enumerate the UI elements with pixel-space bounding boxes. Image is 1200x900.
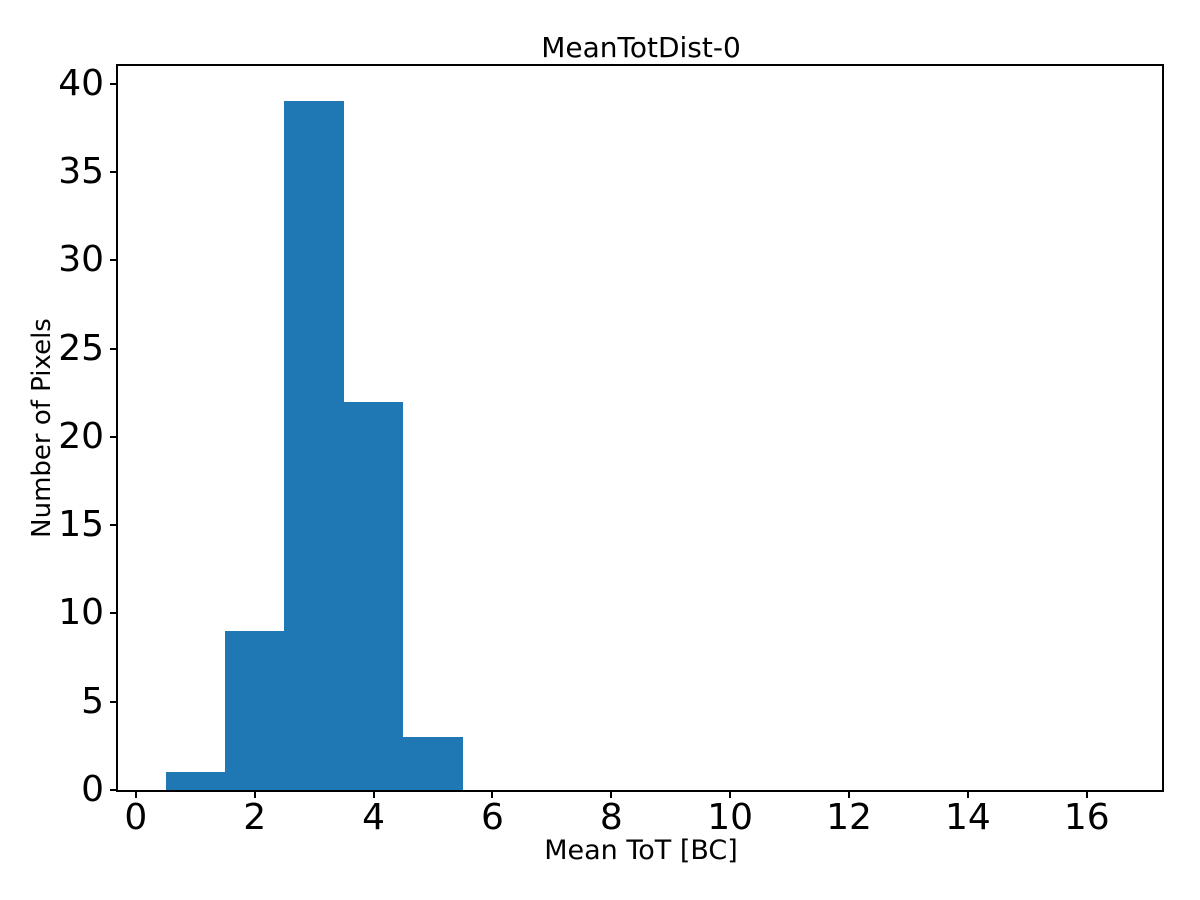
x-tick-label: 8 bbox=[599, 797, 623, 838]
x-tick-label: 6 bbox=[480, 797, 504, 838]
x-tick-label: 16 bbox=[1063, 797, 1110, 838]
y-tick-label: 20 bbox=[58, 415, 104, 457]
x-tick-mark bbox=[253, 790, 256, 798]
y-tick-mark bbox=[110, 435, 118, 438]
x-tick-mark bbox=[610, 790, 613, 798]
y-tick-mark bbox=[110, 700, 118, 703]
y-tick-mark bbox=[110, 789, 118, 791]
y-tick-mark bbox=[110, 170, 118, 173]
y-tick-label: 35 bbox=[58, 150, 104, 192]
x-tick-label: 10 bbox=[707, 797, 754, 838]
histogram-bar-0 bbox=[165, 772, 225, 790]
y-tick-label: 15 bbox=[58, 504, 104, 546]
x-tick-mark bbox=[729, 790, 732, 798]
x-tick-label: 4 bbox=[362, 797, 385, 838]
y-tick-label: 40 bbox=[58, 62, 104, 104]
x-tick-mark bbox=[134, 790, 137, 798]
y-tick-mark bbox=[110, 612, 118, 615]
x-tick-mark bbox=[966, 790, 969, 798]
x-tick-mark bbox=[491, 790, 494, 798]
y-tick-label: 30 bbox=[58, 239, 104, 281]
y-axis-label-text: Number of Pixels bbox=[27, 318, 57, 538]
x-tick-label: 0 bbox=[124, 797, 148, 838]
x-tick-mark bbox=[1085, 790, 1088, 798]
y-tick-label: 10 bbox=[58, 592, 104, 634]
x-tick-mark bbox=[372, 790, 375, 798]
histogram-bar-4 bbox=[403, 737, 463, 790]
histogram-bar-2 bbox=[284, 101, 344, 790]
x-tick-label: 12 bbox=[826, 797, 872, 838]
y-tick-label: 5 bbox=[81, 680, 104, 722]
chart-title: MeanTotDist-0 bbox=[541, 31, 741, 64]
x-axis-label: Mean ToT [BC] bbox=[544, 835, 738, 866]
x-tick-label: 14 bbox=[944, 797, 991, 838]
y-tick-mark bbox=[110, 259, 118, 262]
y-tick-label: 25 bbox=[58, 327, 104, 369]
histogram-bar-3 bbox=[343, 401, 404, 790]
y-tick-mark bbox=[110, 524, 118, 527]
y-tick-label: 0 bbox=[81, 769, 104, 810]
y-tick-mark bbox=[110, 82, 118, 85]
histogram-bar-1 bbox=[224, 631, 285, 790]
x-tick-mark bbox=[848, 790, 850, 798]
x-tick-label: 2 bbox=[243, 797, 267, 838]
y-tick-mark bbox=[110, 347, 118, 350]
